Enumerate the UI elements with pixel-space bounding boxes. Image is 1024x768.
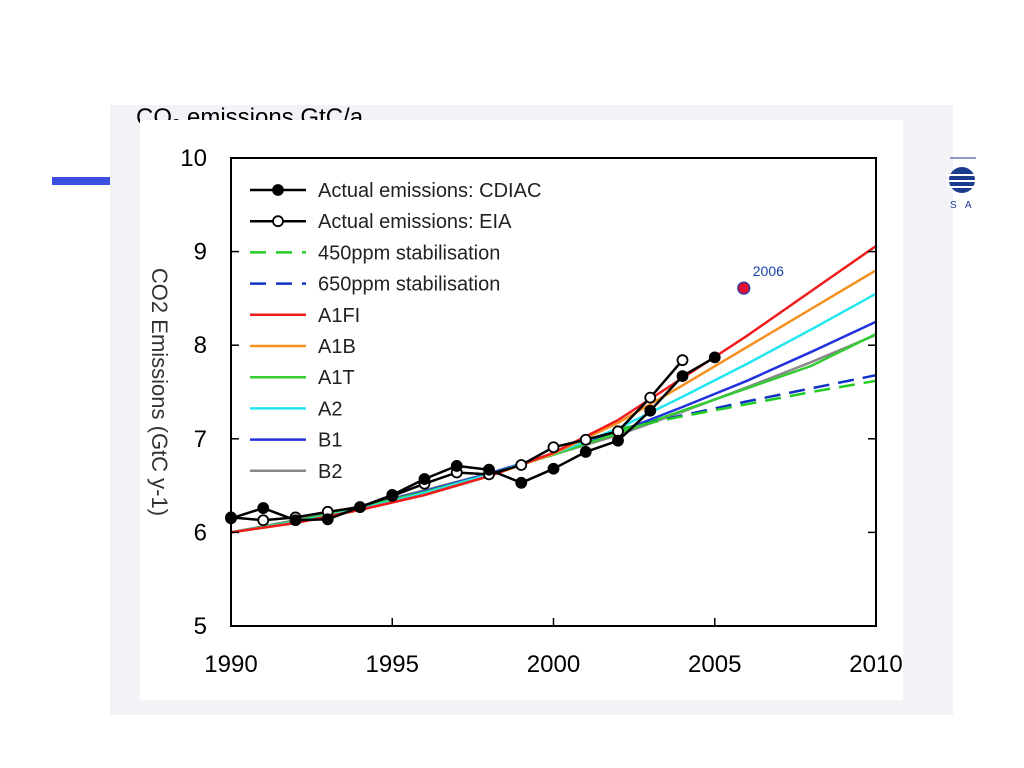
series-line-450ppm-stabilisation [617, 379, 877, 431]
legend-label-a1fi: A1FI [318, 305, 360, 327]
emissions-chart: CO2 Emissions (GtC y-1) 5 6 7 8 9 10 1990 1995 2… [140, 120, 903, 700]
annotation-group: 2006 [737, 263, 784, 295]
data-point-actual-emissions-cdiac [579, 446, 592, 458]
data-point-actual-emissions-cdiac [386, 489, 399, 501]
data-point-actual-emissions-cdiac [289, 514, 302, 527]
data-point-actual-emissions-eia [257, 514, 270, 527]
data-point-actual-emissions-eia [515, 459, 528, 471]
data-point-actual-emissions-cdiac [676, 370, 689, 382]
series-line-650ppm-stabilisation [617, 373, 877, 431]
x-tick-label: 2000 [527, 651, 580, 678]
data-point-actual-emissions-cdiac [708, 351, 721, 364]
y-tick-label: 6 [194, 519, 207, 546]
y-axis-label-group: CO2 Emissions (GtC y-1) [147, 268, 172, 516]
annotation-label: 2006 [753, 263, 784, 279]
data-point-actual-emissions-eia [579, 433, 592, 446]
data-point-actual-emissions-cdiac [547, 462, 560, 475]
x-tick-label: 2010 [849, 651, 902, 678]
legend-label-a2: A2 [318, 398, 342, 420]
data-point-actual-emissions-cdiac [321, 513, 334, 526]
data-point-actual-emissions-cdiac [354, 501, 366, 514]
y-axis-label: CO2 Emissions (GtC y-1) [147, 268, 172, 516]
data-point-actual-emissions-eia [547, 441, 560, 454]
data-point-actual-emissions-cdiac [515, 476, 528, 489]
legend-group: Actual emissions: CDIAC Actual emissions:… [250, 180, 541, 483]
data-point-actual-emissions-eia [644, 391, 657, 404]
logo-text: S A [950, 200, 975, 211]
data-point-actual-emissions-cdiac [418, 473, 431, 485]
data-point-actual-emissions-cdiac [644, 404, 657, 417]
legend-label-actual-emissions-cdiac: Actual emissions: CDIAC [318, 180, 541, 202]
legend-label-450ppm-stabilisation: 450ppm stabilisation [318, 242, 500, 264]
legend-marker-actual-emissions-cdiac [272, 184, 284, 196]
legend-marker-actual-emissions-eia [272, 215, 284, 228]
legend-label-a1t: A1T [318, 367, 355, 389]
x-tick-label: 1995 [366, 651, 419, 678]
data-point-actual-emissions-cdiac [483, 463, 495, 476]
x-tick-label: 2005 [688, 651, 741, 678]
legend-label-b2: B2 [318, 461, 342, 483]
data-point-actual-emissions-eia [676, 354, 689, 367]
ticks-group: 5 6 7 8 9 10 1990 1995 2000 2005 2010 [180, 145, 902, 678]
y-tick-label: 8 [194, 332, 207, 359]
legend-label-b1: B1 [318, 430, 342, 452]
data-point-actual-emissions-cdiac [450, 460, 463, 472]
y-tick-label: 10 [180, 145, 207, 172]
y-tick-label: 7 [194, 426, 207, 453]
series-line-actual-emissions-cdiac [230, 356, 716, 522]
x-tick-label: 1990 [204, 651, 257, 678]
logo-icon [946, 150, 976, 220]
legend-label-650ppm-stabilisation: 650ppm stabilisation [318, 274, 500, 296]
y-tick-label: 5 [194, 613, 207, 640]
legend-label-actual-emissions-eia: Actual emissions: EIA [318, 211, 512, 233]
data-point-actual-emissions-cdiac [257, 502, 270, 514]
legend-label-a1b: A1B [318, 336, 356, 358]
y-tick-label: 9 [194, 239, 207, 266]
data-point-actual-emissions-cdiac [612, 434, 624, 447]
annotation-point [737, 281, 751, 295]
slide-accent-bar [52, 177, 110, 185]
